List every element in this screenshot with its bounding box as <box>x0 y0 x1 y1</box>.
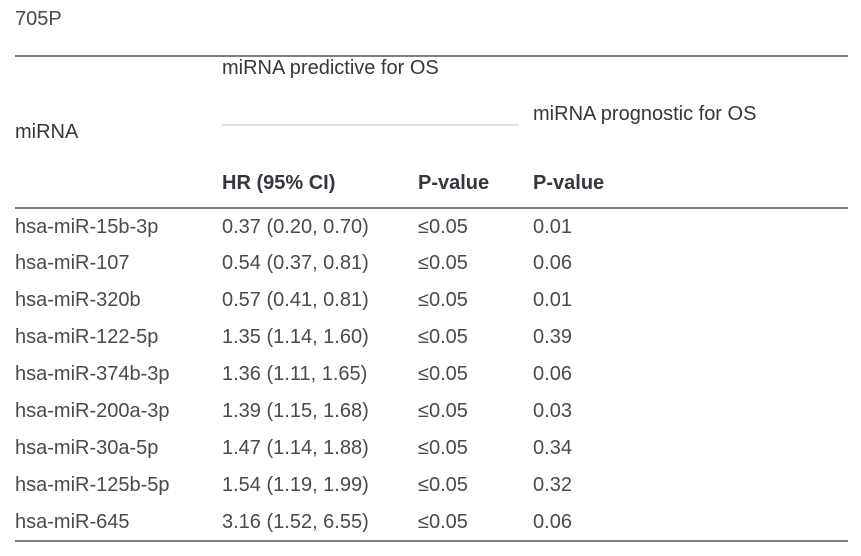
cell-p-predictive: ≤0.05 <box>418 252 468 274</box>
table-row: hsa-miR-374b-3p 1.36 (1.11, 1.65) ≤0.05 … <box>15 356 848 393</box>
table-row: hsa-miR-320b 0.57 (0.41, 0.81) ≤0.05 0.0… <box>15 282 848 319</box>
col-header-mirna: miRNA <box>15 56 222 209</box>
cell-hr-ci: 0.57 (0.41, 0.81) <box>222 289 369 311</box>
cell-mirna: hsa-miR-125b-5p <box>15 474 170 496</box>
cell-mirna: hsa-miR-107 <box>15 252 130 274</box>
cell-hr-ci: 1.54 (1.19, 1.99) <box>222 474 369 496</box>
table-body: hsa-miR-15b-3p 0.37 (0.20, 0.70) ≤0.05 0… <box>15 208 849 542</box>
col-header-hr-ci: HR (95% CI) <box>222 126 418 209</box>
cell-hr-ci: 0.54 (0.37, 0.81) <box>222 252 369 274</box>
cell-hr-ci: 1.39 (1.15, 1.68) <box>222 400 369 422</box>
table-row: hsa-miR-125b-5p 1.54 (1.19, 1.99) ≤0.05 … <box>15 467 848 504</box>
cell-p-prognostic: 0.39 <box>533 326 572 348</box>
cell-p-predictive: ≤0.05 <box>418 363 468 385</box>
cell-p-prognostic: 0.06 <box>533 363 572 385</box>
cell-p-predictive: ≤0.05 <box>418 504 534 542</box>
cell-p-predictive: ≤0.05 <box>418 474 468 496</box>
cell-p-predictive: ≤0.05 <box>418 215 468 238</box>
cell-p-predictive: ≤0.05 <box>418 400 468 422</box>
table-number: 705P <box>15 8 62 30</box>
cell-p-prognostic: 0.06 <box>533 504 849 542</box>
table-row: hsa-miR-122-5p 1.35 (1.14, 1.60) ≤0.05 0… <box>15 319 848 356</box>
cell-p-prognostic: 0.34 <box>533 437 572 459</box>
table-row: hsa-miR-645 3.16 (1.52, 6.55) ≤0.05 0.06 <box>15 504 849 542</box>
cell-hr-ci: 3.16 (1.52, 6.55) <box>222 504 418 542</box>
cell-p-predictive: ≤0.05 <box>418 437 468 459</box>
cell-hr-ci: 0.37 (0.20, 0.70) <box>222 215 369 238</box>
cell-mirna: hsa-miR-122-5p <box>15 326 159 348</box>
group-header-row: miRNA miRNA predictive for OS miRNA prog… <box>15 56 848 209</box>
cell-mirna: hsa-miR-374b-3p <box>15 363 170 385</box>
sub-header-row: HR (95% CI) P-value P-value <box>15 126 849 209</box>
table-row: hsa-miR-107 0.54 (0.37, 0.81) ≤0.05 0.06 <box>15 245 848 282</box>
col-header-pvalue-predictive: P-value <box>418 126 534 209</box>
cell-mirna: hsa-miR-645 <box>15 504 222 542</box>
mirna-os-table: miRNA miRNA predictive for OS miRNA prog… <box>15 55 849 542</box>
cell-hr-ci: 1.47 (1.14, 1.88) <box>222 437 369 459</box>
table-row: hsa-miR-200a-3p 1.39 (1.15, 1.68) ≤0.05 … <box>15 393 848 430</box>
abstract-table-page: 705P miRNA miRNA predictive for OS miRNA… <box>15 8 849 542</box>
cell-p-prognostic: 0.32 <box>533 474 572 496</box>
cell-p-predictive: ≤0.05 <box>418 289 468 311</box>
cell-p-prognostic: 0.06 <box>533 252 572 274</box>
group-header-prognostic: miRNA prognostic for OS <box>533 103 757 125</box>
cell-hr-ci: 1.36 (1.11, 1.65) <box>222 363 368 385</box>
cell-mirna: hsa-miR-30a-5p <box>15 437 159 459</box>
cell-p-prognostic: 0.01 <box>533 215 572 238</box>
table-header: miRNA miRNA predictive for OS miRNA prog… <box>15 56 849 209</box>
cell-p-prognostic: 0.03 <box>533 400 572 422</box>
cell-p-prognostic: 0.01 <box>533 289 572 311</box>
col-header-pvalue-prognostic: P-value <box>533 126 849 209</box>
group-header-predictive: miRNA predictive for OS <box>222 56 533 126</box>
table-row: hsa-miR-15b-3p 0.37 (0.20, 0.70) ≤0.05 0… <box>15 208 848 245</box>
table-row: hsa-miR-30a-5p 1.47 (1.14, 1.88) ≤0.05 0… <box>15 430 848 467</box>
cell-p-predictive: ≤0.05 <box>418 326 468 348</box>
cell-hr-ci: 1.35 (1.14, 1.60) <box>222 326 369 348</box>
cell-mirna: hsa-miR-320b <box>15 289 141 311</box>
cell-mirna: hsa-miR-15b-3p <box>15 215 159 238</box>
cell-mirna: hsa-miR-200a-3p <box>15 400 170 422</box>
